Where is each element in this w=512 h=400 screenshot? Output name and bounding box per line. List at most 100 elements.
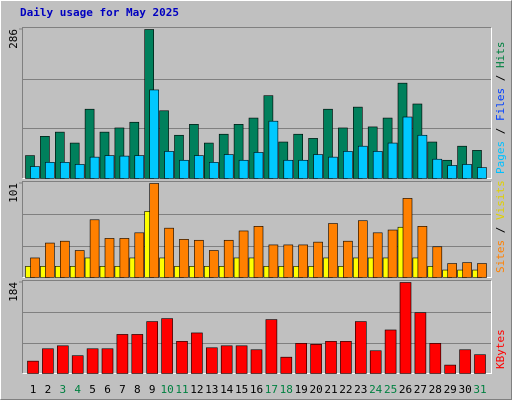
bar (328, 223, 338, 278)
bar (298, 159, 309, 179)
bar (268, 244, 279, 278)
bar (477, 263, 487, 278)
x-tick-label: 6 (104, 383, 111, 396)
bar (447, 263, 458, 278)
bar (233, 124, 244, 179)
y-axis-label: Pages / Files / Hits (494, 42, 507, 175)
y-axis-label-part: / (494, 121, 507, 141)
x-tick-label: 18 (280, 383, 293, 396)
bar (42, 348, 54, 374)
x-tick-label: 31 (473, 383, 486, 396)
bar (399, 282, 412, 374)
bar (298, 244, 309, 278)
bar (372, 151, 383, 179)
x-tick-label: 25 (384, 383, 397, 396)
bar (179, 159, 189, 179)
bar (235, 345, 248, 374)
bar (209, 250, 219, 278)
x-tick-label: 17 (265, 383, 278, 396)
y-axis-label-part: / (494, 220, 507, 240)
x-tick-label: 21 (324, 383, 337, 396)
x-tick-label: 10 (160, 383, 173, 396)
x-tick-label: 16 (250, 383, 263, 396)
bar (328, 156, 338, 179)
bar (209, 162, 219, 179)
bar (325, 341, 337, 374)
x-tick-label: 14 (220, 383, 234, 396)
x-tick-label: 9 (149, 383, 156, 396)
bar (220, 345, 233, 374)
x-tick-label: 7 (119, 383, 126, 396)
x-tick-label: 12 (190, 383, 203, 396)
bar (223, 154, 234, 179)
x-tick-label: 2 (45, 383, 52, 396)
y-axis-label-part: / (494, 68, 507, 88)
bar (114, 127, 125, 179)
bar (417, 226, 428, 278)
bar (253, 152, 264, 179)
bar (283, 159, 294, 179)
bar (352, 106, 363, 179)
bar (387, 229, 398, 278)
bar (194, 239, 204, 278)
bar (59, 162, 70, 179)
y-axis-label-part: Files (494, 88, 507, 121)
x-tick-label: 1 (30, 383, 37, 396)
bar (268, 120, 279, 179)
bar (369, 350, 382, 374)
x-tick-label: 24 (369, 383, 383, 396)
x-tick-label: 27 (414, 383, 427, 396)
bar (56, 345, 69, 374)
bar (45, 242, 55, 278)
bar (59, 240, 70, 278)
panel-border (22, 181, 492, 278)
bar (402, 198, 413, 278)
bar (191, 332, 203, 374)
bar (310, 344, 322, 374)
bar (293, 133, 304, 179)
chart-title: Daily usage for May 2025 (20, 6, 179, 19)
bar (189, 124, 199, 179)
bar (357, 145, 368, 179)
bar (343, 240, 353, 278)
bar (86, 348, 99, 374)
x-tick-label: 29 (444, 383, 457, 396)
bar (131, 334, 144, 374)
y-axis-label-part: KBytes (494, 329, 507, 369)
bar (164, 151, 174, 179)
y-tick-label: 184 (7, 282, 20, 302)
y-tick-label: 101 (7, 183, 20, 203)
bar (27, 360, 39, 374)
bar (459, 349, 471, 374)
bar (477, 167, 487, 179)
x-tick-label: 30 (458, 383, 471, 396)
bar (384, 329, 397, 374)
x-tick-label: 28 (429, 383, 442, 396)
bar (253, 226, 264, 278)
bar (414, 312, 427, 374)
bar (74, 164, 85, 179)
bar (45, 162, 55, 179)
bar (204, 142, 214, 179)
x-tick-label: 11 (175, 383, 188, 396)
bar (119, 238, 130, 278)
y-axis-label: KBytes (494, 329, 507, 369)
x-tick-label: 26 (399, 383, 412, 396)
bar (462, 164, 472, 179)
bar (89, 156, 100, 179)
bar (164, 227, 174, 278)
bar (457, 145, 467, 179)
bar (161, 318, 173, 374)
bar (134, 155, 145, 179)
x-tick-label: 5 (89, 383, 96, 396)
bar (104, 238, 115, 278)
x-tick-label: 19 (295, 383, 308, 396)
bar (149, 89, 159, 179)
bar (104, 155, 115, 179)
bar (265, 319, 278, 374)
bar (323, 108, 333, 179)
bar (447, 165, 458, 179)
y-axis-label: Sites / Visits (494, 180, 507, 273)
